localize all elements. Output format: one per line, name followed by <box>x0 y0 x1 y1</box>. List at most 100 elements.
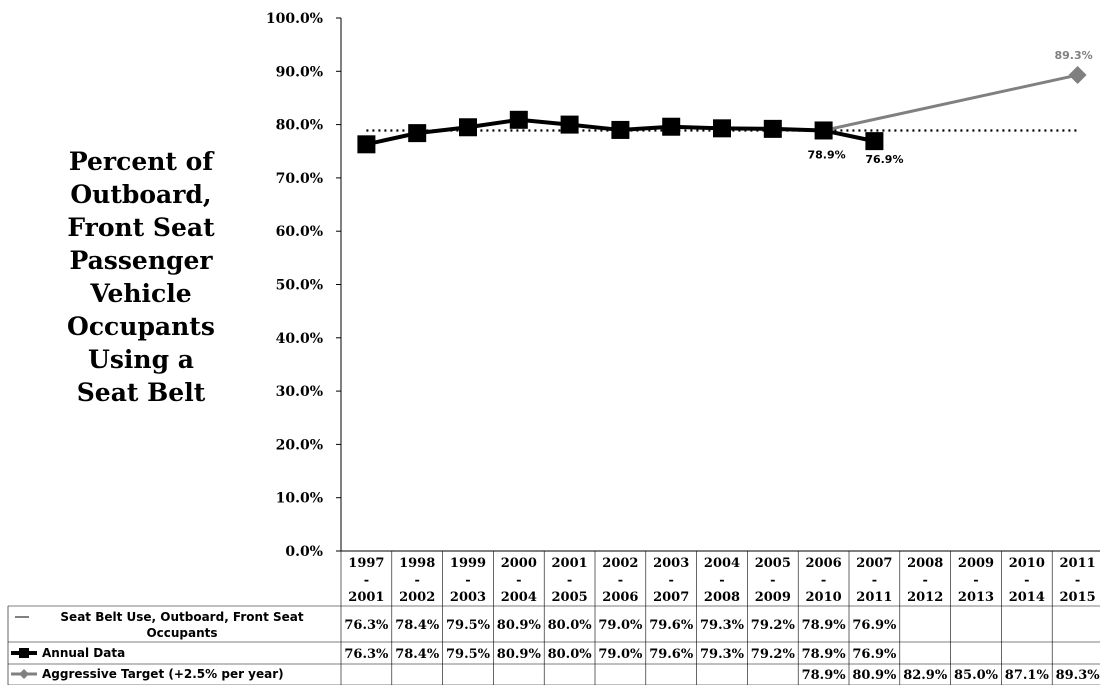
x-category-label: 2008 <box>907 556 943 571</box>
x-category-label: 2002 <box>399 590 435 605</box>
table-cell: 89.3% <box>1056 668 1101 683</box>
x-category-label: - <box>414 573 419 588</box>
target-series-line <box>823 73 1078 132</box>
x-category-label: - <box>872 573 877 588</box>
legend-label: Annual Data <box>42 646 125 660</box>
x-category-label: 2005 <box>755 556 791 571</box>
table-cell: 80.0% <box>548 618 593 633</box>
table-cell: 78.4% <box>395 647 440 662</box>
x-category-label: 2010 <box>806 590 842 605</box>
table-cell: 80.9% <box>852 668 897 683</box>
table-cell: 79.6% <box>649 647 694 662</box>
table-cell: 76.3% <box>344 647 389 662</box>
y-axis-title: Percent of Outboard, Front Seat Passenge… <box>28 145 254 409</box>
x-category-label: 2004 <box>501 590 537 605</box>
y-axis-title-line: Occupants <box>67 312 215 341</box>
x-category-label: 2001 <box>348 590 384 605</box>
table-cell: 79.5% <box>446 647 491 662</box>
x-category-label: 1998 <box>399 556 435 571</box>
y-axis-title-line: Front Seat <box>67 213 215 242</box>
annual-point <box>865 132 884 151</box>
table-cell: 79.0% <box>598 647 643 662</box>
x-category-label: 2002 <box>602 556 638 571</box>
x-category-label: - <box>618 573 623 588</box>
x-category-label: 2005 <box>552 590 588 605</box>
y-tick-label: 30.0% <box>276 384 323 400</box>
table-cell: 79.2% <box>751 618 796 633</box>
y-axis-title-line: Seat Belt <box>76 378 206 407</box>
y-tick-label: 0.0% <box>285 544 323 560</box>
y-tick-label: 40.0% <box>276 331 323 347</box>
x-category-label: 2015 <box>1060 590 1096 605</box>
x-category-label: 2007 <box>856 556 892 571</box>
annual-point <box>560 115 579 134</box>
x-category-label: - <box>770 573 775 588</box>
x-category-label: 1997 <box>348 556 384 571</box>
x-category-label: 1999 <box>450 556 486 571</box>
x-category-label: 2014 <box>1009 590 1045 605</box>
annual-point <box>662 117 681 136</box>
annual-point <box>611 120 630 139</box>
legend-label: Seat Belt Use, Outboard, Front Seat <box>60 610 303 624</box>
y-tick-label: 20.0% <box>276 437 323 453</box>
legend-key-target-marker <box>19 669 29 679</box>
y-tick-label: 100.0% <box>266 11 323 27</box>
x-category-label: - <box>1024 573 1029 588</box>
x-category-label: 2013 <box>958 590 994 605</box>
x-category-label: - <box>567 573 572 588</box>
x-category-label: 2010 <box>1009 556 1045 571</box>
y-axis-title-line: Passenger <box>69 246 213 275</box>
y-tick-label: 50.0% <box>276 278 323 294</box>
y-tick-label: 60.0% <box>276 224 323 240</box>
y-axis-title-line: Percent of <box>68 147 214 176</box>
x-category-label: 2000 <box>501 556 537 571</box>
x-category-label: - <box>922 573 927 588</box>
table-cell: 76.3% <box>344 618 389 633</box>
legend-label: Aggressive Target (+2.5% per year) <box>42 667 284 681</box>
table-cell: 76.9% <box>852 618 897 633</box>
x-category-label: 2007 <box>653 590 689 605</box>
annual-point <box>408 124 427 143</box>
x-category-label: 2003 <box>450 590 486 605</box>
x-category-label: 2011 <box>856 590 892 605</box>
x-category-label: - <box>719 573 724 588</box>
x-category-label: - <box>465 573 470 588</box>
x-category-label: - <box>821 573 826 588</box>
legend-key-annual-marker <box>19 648 29 658</box>
annual-point <box>713 119 731 138</box>
table-cell: 80.9% <box>497 618 542 633</box>
x-category-label: - <box>668 573 673 588</box>
annual-point <box>459 118 477 137</box>
y-axis-title-line: Using a <box>88 345 194 374</box>
table-cell: 79.3% <box>700 647 745 662</box>
y-tick-label: 90.0% <box>276 64 323 80</box>
table-cell: 87.1% <box>1005 668 1050 683</box>
legend-label: Occupants <box>146 626 217 640</box>
y-axis-title-line: Vehicle <box>90 279 192 308</box>
y-tick-label: 70.0% <box>276 171 323 187</box>
x-category-label: 2001 <box>552 556 588 571</box>
table-cell: 79.6% <box>649 618 694 633</box>
annual-point <box>763 119 782 138</box>
table-cell: 78.4% <box>395 618 440 633</box>
table-cell: 79.2% <box>751 647 796 662</box>
table-cell: 78.9% <box>802 668 847 683</box>
data-label: 78.9% <box>808 148 846 161</box>
table-cell: 80.9% <box>497 647 542 662</box>
data-label: 76.9% <box>865 153 903 166</box>
x-category-label: 2004 <box>704 556 740 571</box>
annual-point <box>509 110 528 129</box>
x-category-label: 2009 <box>958 556 994 571</box>
annual-point <box>357 135 376 154</box>
table-cell: 78.9% <box>802 647 847 662</box>
y-tick-label: 80.0% <box>276 118 323 134</box>
x-category-label: - <box>516 573 521 588</box>
x-category-label: - <box>1075 573 1080 588</box>
table-cell: 79.0% <box>598 618 643 633</box>
target-point <box>1068 66 1087 85</box>
table-cell: 82.9% <box>903 668 948 683</box>
y-tick-label: 10.0% <box>276 491 323 507</box>
table-cell: 85.0% <box>954 668 999 683</box>
table-cell: 78.9% <box>802 618 847 633</box>
